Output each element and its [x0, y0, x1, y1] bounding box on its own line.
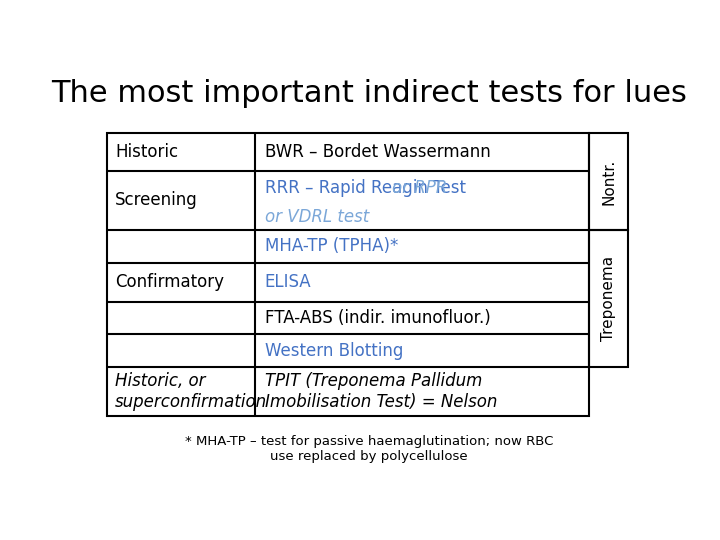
- Text: TPIT (Treponema Pallidum
Imobilisation Test) = Nelson: TPIT (Treponema Pallidum Imobilisation T…: [265, 373, 497, 411]
- Text: BWR – Bordet Wassermann: BWR – Bordet Wassermann: [265, 143, 490, 161]
- Text: Confirmatory: Confirmatory: [115, 273, 224, 291]
- Bar: [590, 133, 629, 230]
- Text: or RPR: or RPR: [392, 179, 447, 197]
- Bar: [590, 230, 629, 367]
- Text: Historic, or
superconfirmation: Historic, or superconfirmation: [115, 373, 267, 411]
- Text: Treponema: Treponema: [601, 256, 616, 341]
- Text: Nontr.: Nontr.: [601, 159, 616, 205]
- Text: Historic: Historic: [115, 143, 179, 161]
- Text: Western Blotting: Western Blotting: [265, 342, 403, 360]
- Text: or VDRL test: or VDRL test: [265, 208, 369, 226]
- Text: RRR – Rapid Reagin Test: RRR – Rapid Reagin Test: [265, 179, 471, 197]
- Text: The most important indirect tests for lues: The most important indirect tests for lu…: [51, 79, 687, 109]
- Text: Screening: Screening: [115, 192, 198, 210]
- Text: * MHA-TP – test for passive haemaglutination; now RBC
use replaced by polycellul: * MHA-TP – test for passive haemaglutina…: [185, 435, 553, 463]
- Text: ELISA: ELISA: [265, 273, 311, 291]
- Text: FTA-ABS (indir. imunofluor.): FTA-ABS (indir. imunofluor.): [265, 309, 490, 327]
- Text: MHA-TP (TPHA)*: MHA-TP (TPHA)*: [265, 238, 398, 255]
- Bar: [107, 133, 590, 416]
